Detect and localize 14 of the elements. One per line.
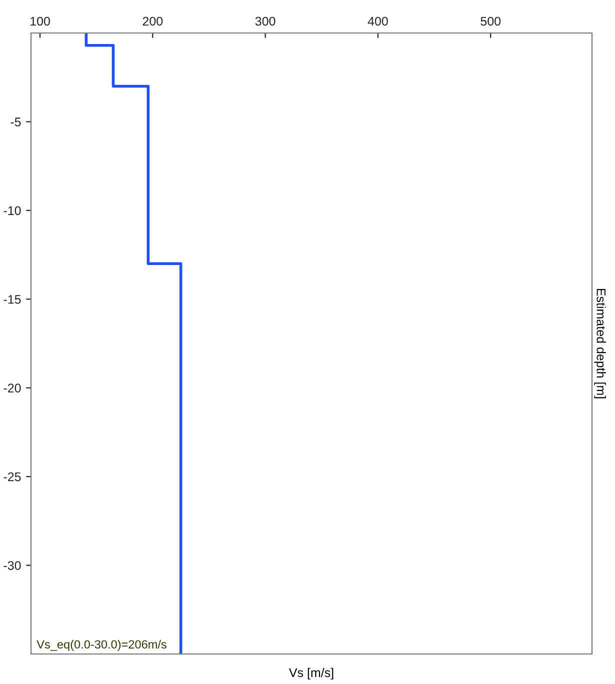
x-tick-label: 300 [255, 16, 276, 26]
x-axis-title: Vs [m/s] [288, 668, 334, 680]
y-tick-label: -10 [4, 206, 21, 216]
y-tick-label: -15 [4, 295, 21, 304]
y-tick-label: -25 [4, 472, 21, 482]
y-axis-title: Estimated depth [m] [594, 288, 606, 398]
y-tick-label: -5 [10, 118, 21, 126]
x-tick-label: 500 [480, 16, 501, 26]
y-tick-label: -30 [4, 561, 21, 570]
y-tick-label: -20 [4, 384, 21, 393]
x-tick-label: 100 [30, 16, 50, 26]
x-tick-label: 400 [368, 16, 388, 26]
annotation: Vs_eq(0.0-30.0)=206m/s [36, 640, 166, 651]
x-tick-label: 200 [142, 16, 163, 26]
